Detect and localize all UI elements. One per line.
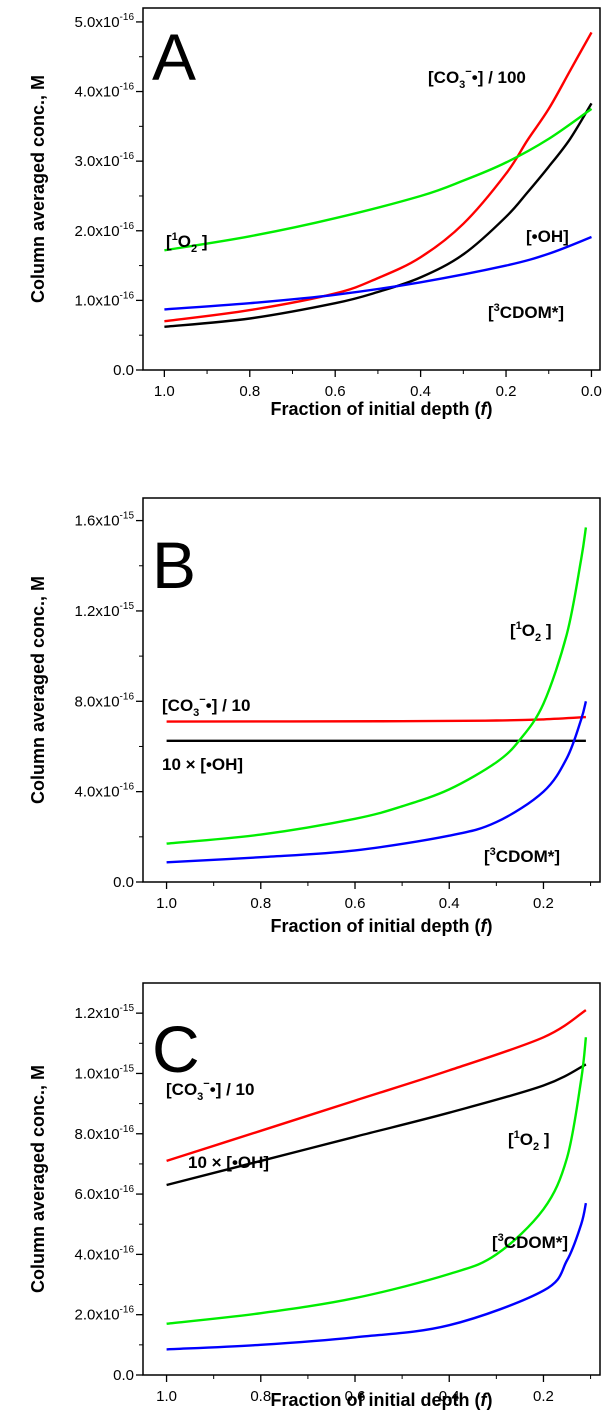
series-line-1 xyxy=(164,102,593,328)
x-tick-label: 1.0 xyxy=(156,895,177,912)
series-line-0 xyxy=(166,1009,587,1163)
panel-c: 0.0 2.0x10-16 4.0x10-16 6.0x10-16 8.0x10-16 1… xyxy=(28,982,601,1410)
series-label-0: [CO3−•] / 10 xyxy=(162,694,250,719)
plot-frame xyxy=(142,497,601,883)
series-label-1: [•OH] xyxy=(526,227,569,246)
series-label-3: [3CDOM*] xyxy=(492,1232,568,1252)
x-tick-label: 0.2 xyxy=(496,383,517,400)
x-tick-label: 0.4 xyxy=(410,383,431,400)
y-tick-label: 8.0x10-16 xyxy=(75,1124,135,1143)
y-tick-label: 4.0x10-16 xyxy=(75,82,135,101)
x-axis-title: Fraction of initial depth (f) xyxy=(271,399,493,419)
x-axis-title: Fraction of initial depth (f) xyxy=(271,1390,493,1410)
series-label-3: [3CDOM*] xyxy=(488,302,564,322)
series-line-3 xyxy=(164,235,592,311)
series-label-1: 10 × [•OH] xyxy=(162,755,243,774)
x-axis-title: Fraction of initial depth (f) xyxy=(271,916,493,936)
x-tick-label: 0.4 xyxy=(439,895,460,912)
y-tick-label: 5.0x10-16 xyxy=(75,12,135,31)
series-line-2 xyxy=(166,527,588,845)
x-tick-label: 0.2 xyxy=(533,1388,554,1405)
x-tick-label: 0.2 xyxy=(533,895,554,912)
series-line-2 xyxy=(166,1037,588,1325)
x-tick-label: 1.0 xyxy=(154,383,175,400)
panel-b: 0.0 4.0x10-16 8.0x10-16 1.2x10-15 1.6x10-15 1… xyxy=(28,497,601,936)
y-axis-title: Column averaged conc., M xyxy=(28,1065,48,1293)
panel-letter: B xyxy=(152,528,196,602)
plot-frame xyxy=(142,982,601,1376)
series-line-3 xyxy=(166,700,588,864)
series-label-2: [1O2 ] xyxy=(510,620,552,644)
x-tick-label: 0.8 xyxy=(250,895,271,912)
y-tick-label: 1.2x10-15 xyxy=(75,601,135,620)
series-label-0: [CO3−•] / 10 xyxy=(166,1078,254,1103)
series-line-0 xyxy=(164,31,593,323)
series-label-2: [1O2 ] xyxy=(166,231,208,255)
series-label-1: 10 × [•OH] xyxy=(188,1153,269,1172)
series-label-2: [1O2 ] xyxy=(508,1129,550,1153)
y-tick-label: 4.0x10-16 xyxy=(75,1244,135,1263)
panel-a: 0.0 1.0x10-16 2.0x10-16 3.0x10-16 4.0x10-16 5… xyxy=(28,7,602,419)
y-tick-label: 0.0 xyxy=(113,362,134,379)
y-tick-label: 6.0x10-16 xyxy=(75,1184,135,1203)
plot-frame xyxy=(142,7,601,371)
series-line-3 xyxy=(166,1202,588,1351)
y-tick-label: 1.6x10-15 xyxy=(75,511,135,530)
y-tick-label: 0.0 xyxy=(113,1367,134,1384)
x-tick-label: 0.6 xyxy=(345,895,366,912)
y-tick-label: 4.0x10-16 xyxy=(75,782,135,801)
x-tick-label: 0.4 xyxy=(439,1388,460,1405)
y-tick-label: 8.0x10-16 xyxy=(75,691,135,710)
series-line-0 xyxy=(166,715,586,723)
panel-letter: A xyxy=(152,20,196,94)
series-label-0: [CO3−•] / 100 xyxy=(428,66,526,91)
x-tick-label: 0.0 xyxy=(581,383,602,400)
x-tick-label: 0.8 xyxy=(239,383,260,400)
x-tick-label: 0.6 xyxy=(325,383,346,400)
y-tick-label: 2.0x10-16 xyxy=(75,1305,135,1324)
y-tick-label: 1.2x10-15 xyxy=(75,1003,135,1022)
y-axis-title: Column averaged conc., M xyxy=(28,576,48,804)
x-tick-label: 0.6 xyxy=(345,1388,366,1405)
series-line-2 xyxy=(164,107,593,252)
y-tick-label: 1.0x10-16 xyxy=(75,290,135,309)
y-tick-label: 1.0x10-15 xyxy=(75,1063,135,1082)
y-tick-label: 2.0x10-16 xyxy=(75,221,135,240)
y-tick-label: 0.0 xyxy=(113,874,134,891)
x-tick-label: 0.8 xyxy=(250,1388,271,1405)
y-tick-label: 3.0x10-16 xyxy=(75,151,135,170)
y-axis-title: Column averaged conc., M xyxy=(28,75,48,303)
series-line-1 xyxy=(166,1063,587,1187)
panel-letter: C xyxy=(152,1012,200,1086)
series-label-3: [3CDOM*] xyxy=(484,846,560,866)
x-tick-label: 1.0 xyxy=(156,1388,177,1405)
